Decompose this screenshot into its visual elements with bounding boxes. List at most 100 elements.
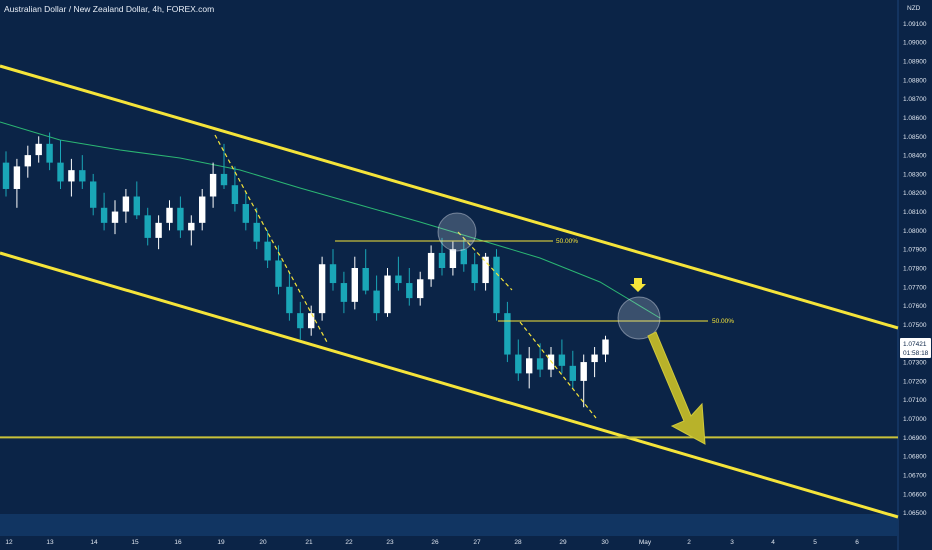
candle-body [460,249,467,265]
chart-title: Australian Dollar / New Zealand Dollar, … [4,4,214,14]
candle-body [2,162,10,189]
candle-body [438,252,446,268]
candle-body [308,313,315,329]
candles-layer [2,132,609,408]
time-tick-label: 28 [514,539,522,546]
price-tick-label: 1.08800 [903,77,927,84]
dashed-trend-1 [214,134,329,345]
candle-body [90,181,97,208]
candle-body [57,162,64,182]
candle-body [340,283,348,302]
time-tick-label: 26 [431,539,439,546]
down-arrow-marker [630,278,646,292]
price-tick-label: 1.08700 [903,96,927,103]
price-tick-label: 1.07500 [903,322,927,329]
candle-body [493,256,500,314]
time-axis[interactable]: 12 13 14 15 16 19 20 21 22 23 26 27 28 29 30 May 2 3 4 5 6 [5,539,859,546]
candle-body [417,279,424,299]
candle-body [373,290,380,314]
candle-body [242,204,249,223]
candle-body [536,358,544,370]
price-tick-label: 1.07200 [903,378,927,385]
highlight-circle [617,296,661,340]
candle-body [286,286,293,314]
candle-body [100,207,108,223]
candle-body [526,358,533,374]
price-axis[interactable]: 1.09100 1.09000 1.08900 1.08800 1.08700 1.086… [903,21,927,517]
candle-body [188,222,195,231]
candle-body [406,283,413,299]
candle-body [199,196,206,223]
candle-body [177,207,184,231]
candle-body [602,339,609,355]
price-tick-label: 1.08500 [903,134,927,141]
current-price-tag [900,338,931,358]
price-tick-label: 1.08000 [903,228,927,235]
time-tick-label: 30 [601,539,609,546]
price-axis-unit: NZD [907,5,921,12]
time-tick-label: 21 [305,539,313,546]
channel-lower-line [0,251,899,519]
candle-body [569,365,576,381]
price-tick-label: 1.07600 [903,303,927,310]
price-tick-label: 1.09000 [903,40,927,47]
time-tick-label: 27 [473,539,481,546]
channel-upper-line [0,64,899,330]
moving-average-layer [0,121,661,319]
annotations-layer [0,64,899,519]
candle-body [155,222,162,238]
candle-body [395,275,402,284]
price-tick-label: 1.06900 [903,435,927,442]
price-tick-label: 1.07300 [903,360,927,367]
time-tick-label: 12 [5,539,13,546]
candle-body [111,211,119,223]
candle-body [580,362,587,381]
candle-body [558,354,566,366]
projection-arrow [647,331,706,445]
dashed-trend-2 [457,231,513,291]
price-tick-label: 1.06700 [903,472,927,479]
candle-body [427,252,435,280]
price-tick-label: 1.09100 [903,21,927,28]
candle-body [24,155,31,167]
fib-label-lower: 50.00% [712,318,734,325]
price-tick-label: 1.08300 [903,171,927,178]
candle-body [209,173,217,197]
candle-body [231,185,239,205]
time-tick-label: 5 [813,539,817,546]
time-tick-label: 14 [90,539,98,546]
price-tick-label: 1.08100 [903,209,927,216]
candle-body [362,268,369,291]
time-tick-label: 15 [131,539,139,546]
time-tick-label: 4 [771,539,775,546]
candle-body [13,166,21,189]
time-tick-label: 20 [259,539,267,546]
candle-body [68,170,75,182]
price-tick-label: 1.08400 [903,153,927,160]
price-tick-label: 1.08900 [903,59,927,66]
candle-body [504,313,511,355]
price-tick-label: 1.06600 [903,491,927,498]
price-tick-label: 1.07900 [903,247,927,254]
candle-body [515,354,522,374]
candle-body [318,264,326,314]
candle-body [384,275,391,314]
candle-body [482,256,489,284]
time-tick-label: 3 [730,539,734,546]
candle-body [144,215,151,238]
highlight-circle [437,212,477,252]
fib-label-upper: 50.00% [556,238,578,245]
candle-body [275,260,282,287]
candle-body [166,207,173,223]
price-tick-label: 1.08200 [903,190,927,197]
price-tick-label: 1.06500 [903,510,927,517]
time-tick-label: 22 [345,539,353,546]
candle-body [122,196,130,212]
candle-body [351,268,358,302]
candle-body [79,170,86,182]
time-tick-label: 29 [559,539,567,546]
candle-body [133,196,140,216]
price-tick-label: 1.07700 [903,284,927,291]
